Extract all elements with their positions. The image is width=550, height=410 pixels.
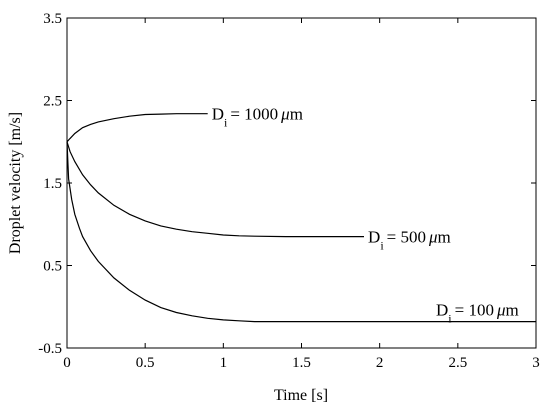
annotation-mu: μ	[280, 105, 290, 124]
y-tick-label: -0.5	[38, 341, 62, 357]
series-line-0	[66, 113, 208, 143]
x-tick-label: 3	[532, 355, 540, 371]
y-tick-label: 3.5	[43, 11, 62, 27]
series-line-1	[66, 141, 364, 238]
series-annotation-0: Di = 1000 μm	[212, 105, 303, 130]
annotation-mu: μ	[496, 301, 506, 320]
y-tick-label: 1.5	[43, 176, 62, 192]
series	[66, 113, 536, 323]
x-tick-label: 2	[376, 355, 384, 371]
y-axis-label: Droplet velocity [m/s]	[7, 112, 24, 254]
ticks: 0 0.5 1 1.5 2 2.5 3 -0.5 0.5 1.5 2.5 3.5	[38, 11, 540, 371]
y-tick-label: 2.5	[43, 94, 62, 110]
annotation-sub: i	[224, 116, 228, 130]
annotation-prefix: D	[436, 301, 448, 320]
x-tick-label: 1.5	[292, 355, 311, 371]
series-annotation-2: Di = 100 μm	[436, 301, 519, 326]
annotation-prefix: D	[368, 228, 380, 247]
annotation-unit: m	[290, 105, 303, 124]
series-annotation-1: Di = 500 μm	[368, 228, 451, 253]
series-line-2	[66, 141, 536, 323]
annotation-mu: μ	[428, 228, 438, 247]
plot-area	[66, 17, 537, 349]
annotation-unit: m	[506, 301, 519, 320]
y-tick-label: 0.5	[43, 259, 62, 275]
x-tick-label: 1	[220, 355, 228, 371]
annotation-value: = 100	[455, 301, 494, 320]
annotation-value: = 500	[387, 228, 426, 247]
annotation-value: = 1000	[230, 105, 278, 124]
annotation-sub: i	[380, 239, 384, 253]
annotation-sub: i	[448, 312, 452, 326]
x-tick-label: 2.5	[448, 355, 467, 371]
x-tick-label: 0	[63, 355, 71, 371]
x-axis-label: Time [s]	[274, 387, 328, 404]
x-tick-label: 0.5	[136, 355, 155, 371]
annotation-unit: m	[438, 228, 451, 247]
annotation-prefix: D	[212, 105, 224, 124]
